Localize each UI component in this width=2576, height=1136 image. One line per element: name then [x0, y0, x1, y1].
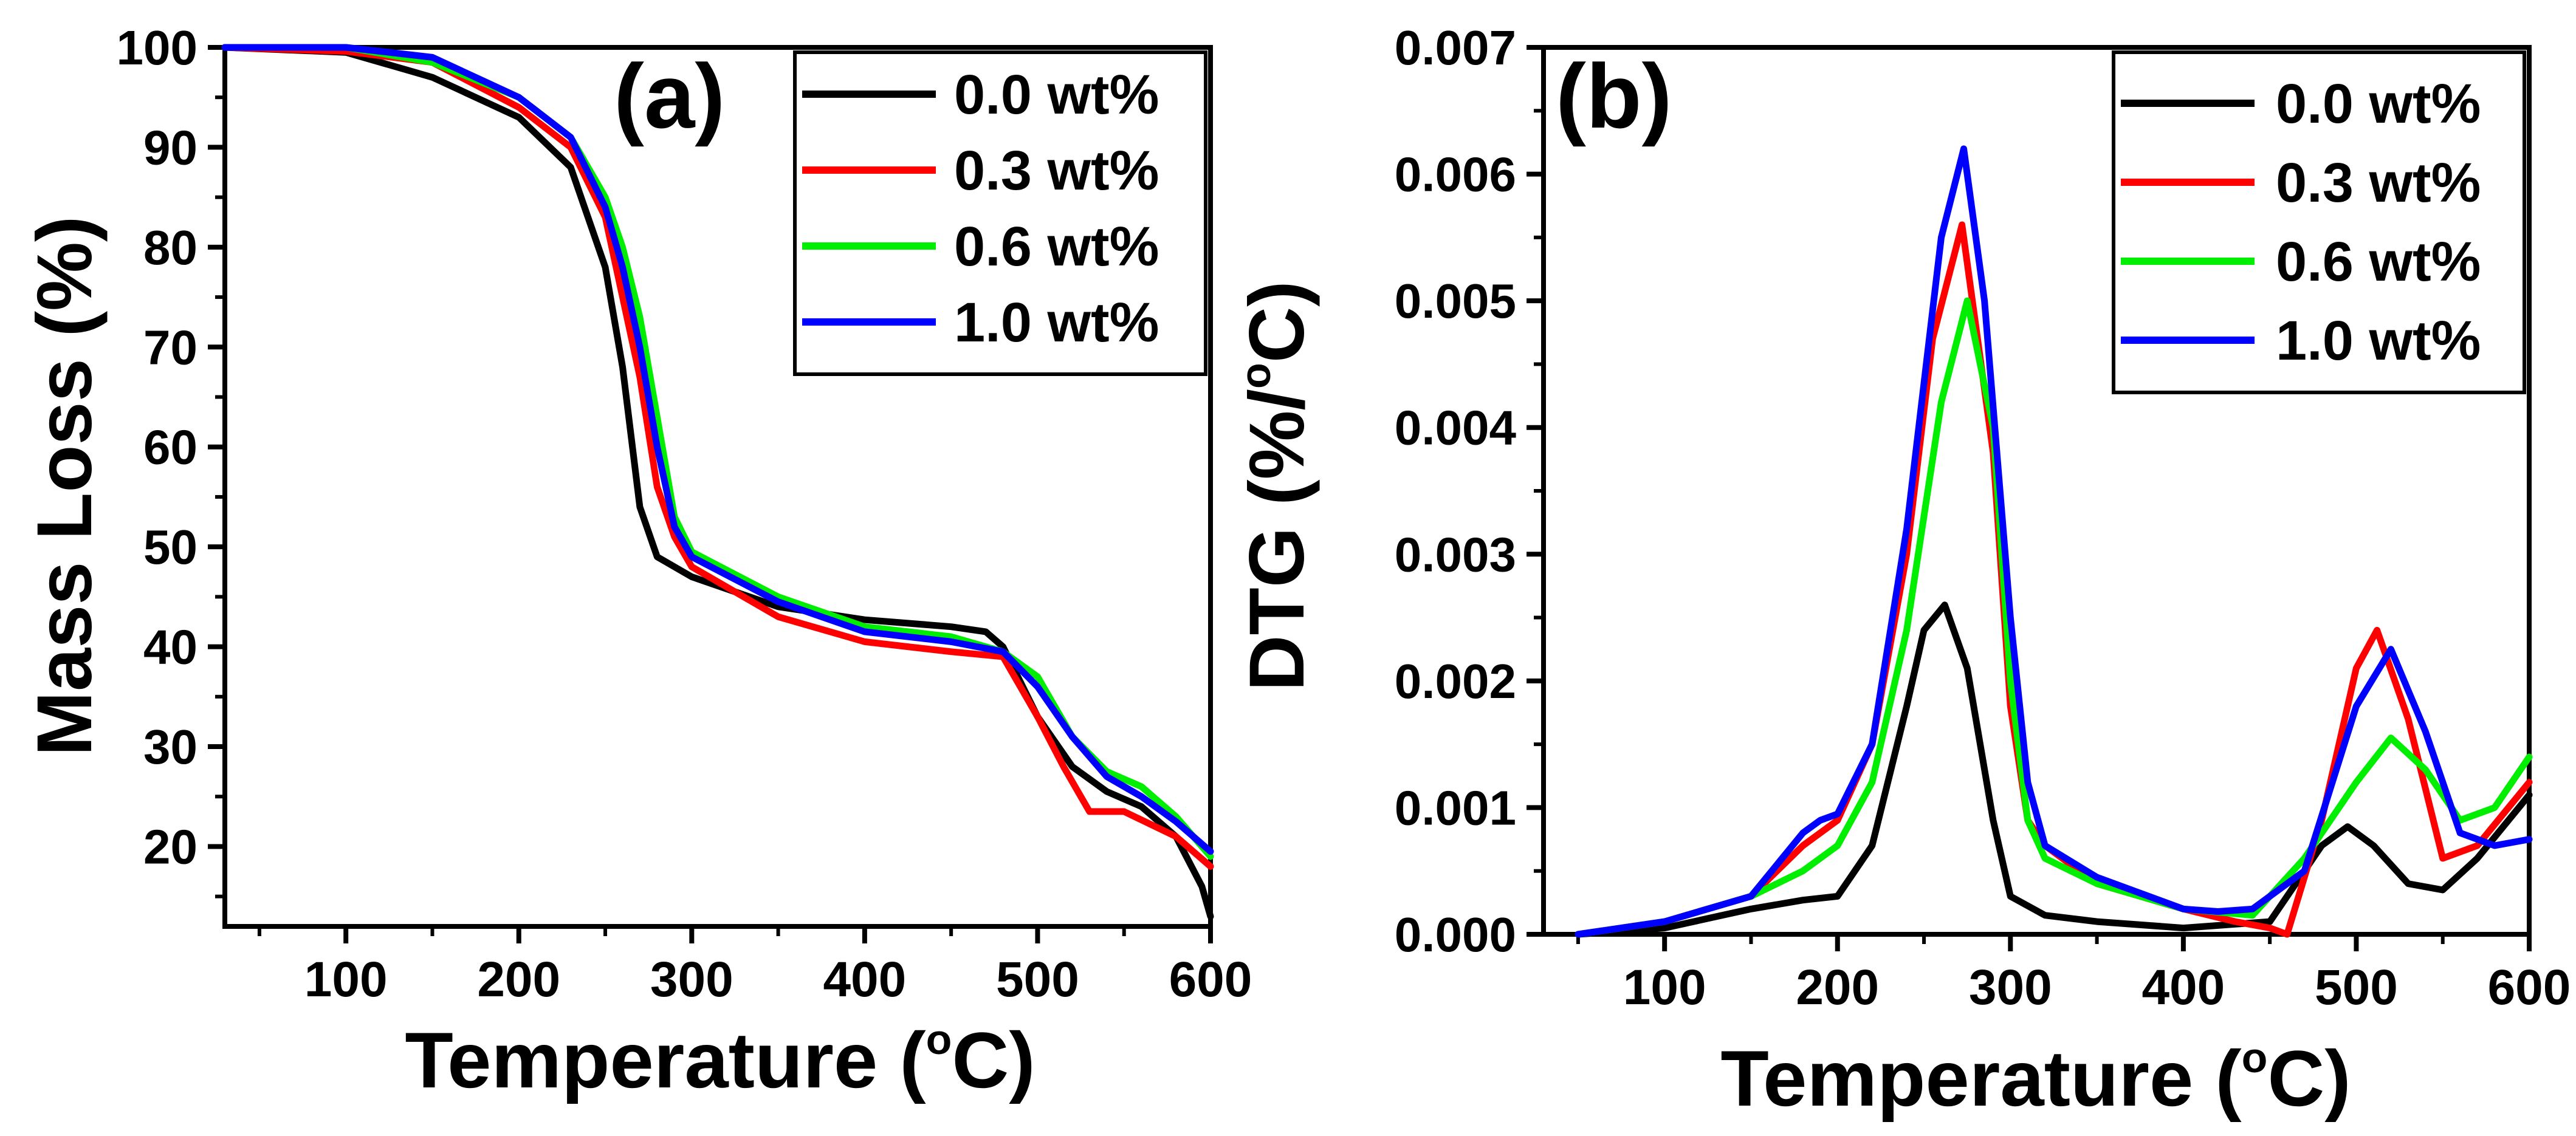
x-tick-label: 200: [1796, 960, 1879, 1015]
x-tick-label: 300: [650, 952, 733, 1007]
y-tick-label: 0.004: [1395, 401, 1517, 455]
series-line-00wt: [1575, 601, 2533, 938]
panel-b-y-axis-title: DTG (%/oC): [1232, 281, 1321, 691]
y-tick-label: 50: [143, 520, 197, 574]
x-tick-label: 400: [823, 952, 906, 1007]
y-tick-label: 80: [143, 221, 197, 275]
y-tick-label: 0.005: [1395, 274, 1516, 328]
panel-b-label: (b): [1556, 45, 1672, 147]
x-tick-label: 600: [1169, 952, 1252, 1007]
panel-a-mass-loss-chart: 100 200 300 400 500 600 20 30 40 50 60 70 80 90 100 0.…: [21, 21, 1252, 1104]
panel-a-legend: 0.0 wt% 0.3 wt% 0.6 wt% 1.0 wt%: [793, 50, 1207, 376]
y-tick-label: 0.003: [1395, 527, 1516, 581]
legend-label: 0.6 wt%: [954, 216, 1159, 278]
legend-label: 0.0 wt%: [2276, 73, 2481, 135]
legend-label: 0.3 wt%: [954, 140, 1159, 202]
y-tick-label: 0.007: [1395, 21, 1516, 75]
panel-b-legend-box: [2112, 50, 2526, 394]
x-tick-label: 300: [1969, 960, 2052, 1015]
panel-b-x-axis-title: Temperature (oC): [1720, 1034, 2351, 1123]
y-tick-label: 90: [143, 120, 197, 174]
panel-b-axes: 100 200 300 400 500 600 0.000 0.001 0.002 0.003 0.…: [1395, 21, 2571, 1015]
panel-b-legend: 0.0 wt% 0.3 wt% 0.6 wt% 1.0 wt%: [2112, 50, 2526, 394]
y-tick-label: 40: [143, 620, 197, 674]
panel-a-axes: 100 200 300 400 500 600 20 30 40 50 60 70 80 90 100: [117, 21, 1252, 1007]
legend-label: 0.0 wt%: [954, 64, 1159, 126]
degree-symbol: o: [1232, 363, 1279, 389]
series-line-10wt: [221, 44, 1214, 855]
panel-a-label: (a): [614, 45, 725, 147]
y-tick-label: 60: [143, 420, 197, 474]
panel-b-dtg-chart: 100 200 300 400 500 600 0.000 0.001 0.002 0.003 0.…: [1232, 21, 2571, 1123]
panel-b-series: [1575, 145, 2533, 938]
legend-label: 0.6 wt%: [2276, 231, 2481, 293]
x-tick-label: 100: [304, 952, 388, 1007]
x-tick-label: 200: [477, 952, 560, 1007]
y-tick-label: 70: [143, 320, 197, 374]
legend-label: 0.3 wt%: [2276, 152, 2481, 214]
series-line-10wt: [1575, 145, 2533, 938]
legend-label: 1.0 wt%: [954, 292, 1159, 354]
y-tick-label: 0.006: [1395, 148, 1516, 202]
panel-a-x-axis-title: Temperature (oC): [405, 1016, 1035, 1104]
panel-a-y-axis-title: Mass Loss (%): [21, 216, 108, 756]
y-tick-label: 0.000: [1395, 908, 1516, 962]
x-tick-label: 500: [996, 952, 1079, 1007]
panel-a-plot-frame: [222, 45, 1213, 929]
y-tick-label: 30: [143, 720, 197, 774]
series-line-06wt: [1575, 297, 2533, 938]
x-tick-label: 100: [1623, 960, 1706, 1015]
series-line-03wt: [221, 44, 1214, 870]
y-tick-label: 0.002: [1395, 654, 1516, 708]
x-tick-label: 500: [2315, 960, 2398, 1015]
x-tick-label: 600: [2488, 960, 2571, 1015]
y-tick-label: 100: [117, 21, 197, 75]
degree-symbol: o: [926, 1016, 952, 1063]
legend-label: 1.0 wt%: [2276, 310, 2481, 372]
y-tick-label: 0.001: [1395, 781, 1516, 835]
degree-symbol: o: [2242, 1034, 2268, 1081]
panel-a-series: [221, 44, 1214, 920]
y-tick-label: 20: [143, 819, 197, 874]
x-tick-label: 400: [2142, 960, 2225, 1015]
